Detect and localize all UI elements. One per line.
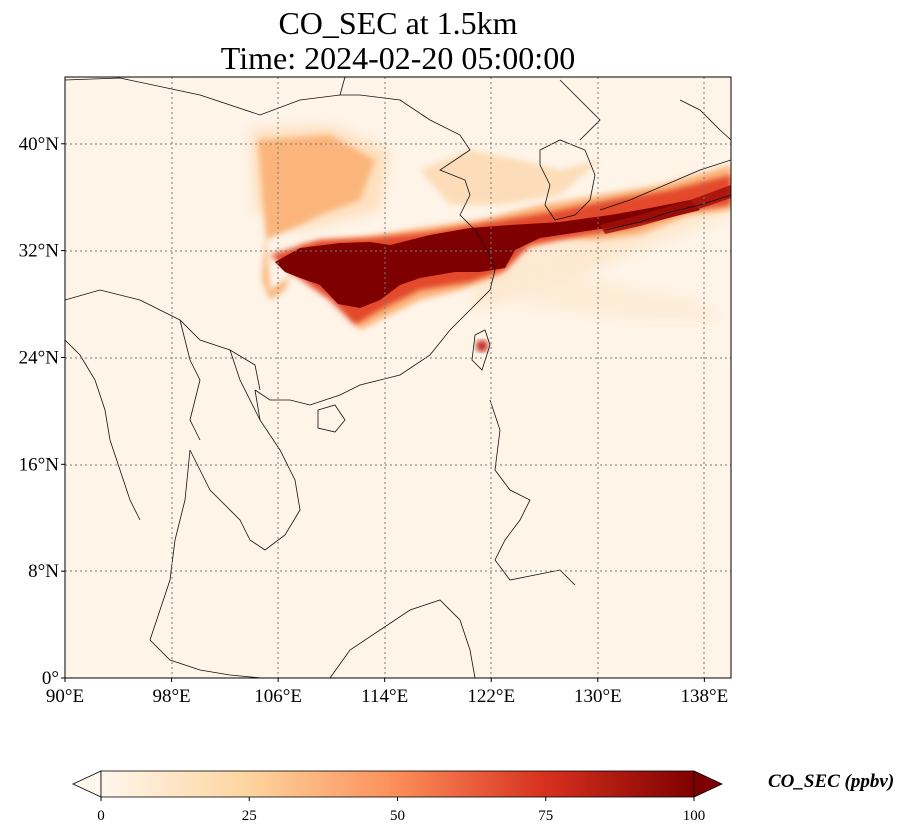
y-tick-label: 40°N	[19, 134, 60, 155]
x-tick-label: 106°E	[254, 686, 302, 707]
y-tick-label: 0°	[42, 668, 59, 689]
y-tick-label: 8°N	[28, 561, 59, 582]
colorbar-tick-label: 100	[683, 808, 706, 824]
map-subtitle-time: Time: 2024-02-20 05:00:00	[220, 40, 576, 76]
map-frame	[64, 76, 732, 679]
colorbar-gradient	[100, 770, 695, 798]
colorbar-title: CO_SEC (ppbv)	[768, 771, 894, 792]
y-tick-label: 32°N	[19, 241, 60, 262]
x-tick-label: 138°E	[681, 686, 729, 707]
high-concentration-core	[275, 200, 700, 308]
colorbar-tick-label: 0	[97, 808, 105, 824]
map-background	[65, 77, 731, 678]
x-tick-label: 114°E	[361, 686, 408, 707]
colorbar-tick-label: 25	[242, 808, 257, 824]
map-title: CO_SEC at 1.5km	[278, 5, 518, 41]
x-tick-label: 98°E	[152, 686, 190, 707]
colorbar-extend-low	[72, 770, 102, 798]
colorbar-extend-high	[693, 770, 723, 798]
x-tick-label: 122°E	[467, 686, 515, 707]
y-tick-label: 24°N	[19, 347, 60, 368]
y-axis-ticks: 0° 8°N 16°N 24°N 32°N 40°N	[19, 134, 65, 689]
x-tick-label: 130°E	[574, 686, 622, 707]
gridlines	[65, 77, 731, 678]
coastlines	[65, 77, 731, 678]
colorbar-tick-label: 75	[538, 808, 553, 824]
x-tick-label: 90°E	[46, 686, 84, 707]
colorbar-tick-label: 50	[390, 808, 405, 824]
colorbar: 0 25 50 75 100 CO_SEC (ppbv)	[72, 770, 894, 824]
y-tick-label: 16°N	[19, 454, 60, 475]
x-axis-ticks: 90°E 98°E 106°E 114°E 122°E 130°E 138°E	[46, 678, 728, 707]
